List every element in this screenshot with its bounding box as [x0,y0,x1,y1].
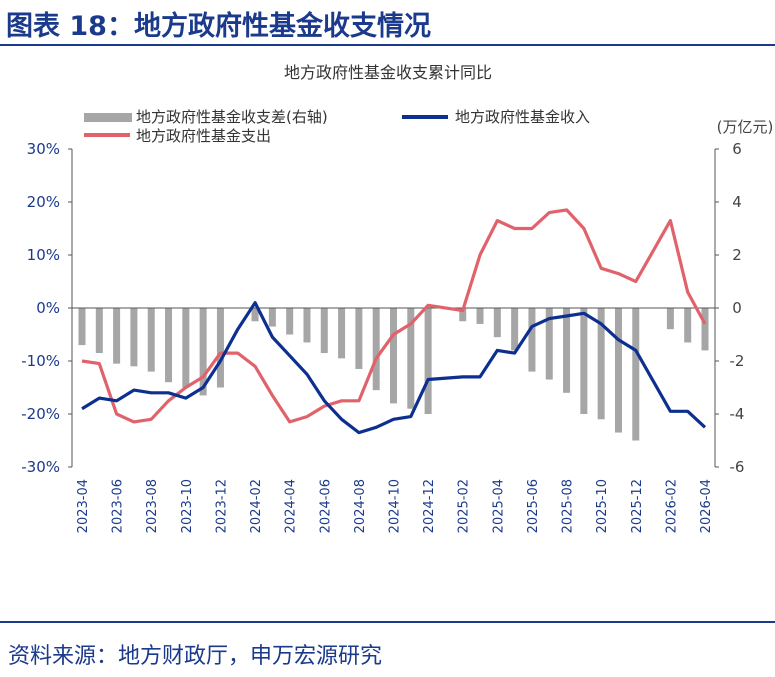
gap-bar [597,308,605,420]
x-tick-label: 2023-08 [145,479,160,533]
right-tick-label: 2 [732,246,742,264]
left-tick-label: 0% [36,299,60,317]
gap-bar [268,308,276,327]
gap-bar [78,308,86,346]
legend-label-gap: 地方政府性基金收支差(右轴) [136,108,328,126]
gap-bar [338,308,346,359]
gap-bar [476,308,484,324]
legend-label-income: 地方政府性基金收入 [455,108,590,126]
right-tick-label: -4 [730,405,745,423]
legend-swatch-gap-bar [84,113,132,122]
gap-bar [424,308,432,414]
right-tick-label: -6 [730,458,745,476]
gap-bar [632,308,640,441]
right-tick-label: 0 [732,299,742,317]
x-tick-label: 2025-04 [491,479,506,533]
left-tick-label: -30% [21,458,60,476]
income-line [81,301,707,435]
gap-bar [355,308,363,369]
gap-bar [372,308,380,391]
gap-bar [545,308,553,380]
expenditure-line [81,208,707,424]
x-tick-label: 2024-02 [249,479,264,533]
left-tick-label: -10% [21,352,60,370]
left-tick-label: 10% [27,246,60,264]
gap-bar [407,308,415,409]
gap-bar [580,308,588,414]
chart: 地方政府性基金收支累计同比 地方政府性基金收支差(右轴) 地方政府性基金收入 地… [21,63,774,533]
x-tick-label: 2025-10 [595,479,610,533]
gap-bars [78,308,709,441]
x-tick-label: 2024-06 [318,479,333,533]
x-tick-label: 2023-04 [76,479,91,533]
x-tick-label: 2024-10 [388,479,403,533]
gap-bar [459,308,467,322]
x-tick-label: 2025-08 [561,479,576,533]
gap-bar [511,308,519,351]
gap-bar [320,308,328,354]
x-tick-label: 2026-02 [664,479,679,533]
x-tick-label: 2025-02 [457,479,472,533]
x-tick-label: 2023-10 [180,479,195,533]
right-tick-label: 6 [732,140,742,158]
source-note: 资料来源：地方财政厅，申万宏源研究 [8,644,383,669]
legend: 地方政府性基金收支差(右轴) 地方政府性基金收入 地方政府性基金支出 [84,108,590,145]
gap-bar [251,308,259,322]
x-tick-label: 2024-04 [284,479,299,533]
chart-title: 地方政府性基金收支累计同比 [284,63,492,82]
right-tick-label: 4 [732,193,742,211]
gap-bar [199,308,207,396]
gap-bar [614,308,622,433]
x-tick-label: 2024-08 [353,479,368,533]
x-tick-label: 2024-12 [422,479,437,533]
gap-bar [666,308,674,330]
gap-bar [286,308,294,335]
gap-bar [701,308,709,351]
gap-bar [216,308,224,388]
x-tick-label: 2023-12 [214,479,229,533]
x-tick-label: 2023-06 [111,479,126,533]
gap-bar [563,308,571,393]
source-rule [0,621,775,623]
gap-bar [493,308,501,338]
tick-labels: 30% 20% 10% 0% -10% -20% -30% 6 4 2 0 -2 -4 -6 2023-04… [21,140,744,533]
gap-bar [147,308,155,372]
left-tick-label: -20% [21,405,60,423]
gap-bar [95,308,103,354]
left-tick-label: 20% [27,193,60,211]
axes [68,148,719,468]
gap-bar [130,308,138,367]
title-rule [0,44,775,46]
x-tick-label: 2025-12 [630,479,645,533]
right-axis-unit: (万亿元) [717,118,774,136]
gap-bar [684,308,692,343]
x-tick-label: 2025-06 [526,479,541,533]
gap-bar [165,308,173,383]
right-tick-label: -2 [730,352,745,370]
gap-bar [113,308,121,364]
legend-label-expenditure: 地方政府性基金支出 [136,127,271,145]
x-tick-label: 2026-04 [699,479,714,533]
gap-bar [528,308,536,372]
figure-title: 图表 18：地方政府性基金收支情况 [6,11,431,42]
series-lines [81,208,707,435]
gap-bar [303,308,311,343]
gap-bar [390,308,397,404]
left-tick-label: 30% [27,140,60,158]
gap-bar [182,308,190,388]
